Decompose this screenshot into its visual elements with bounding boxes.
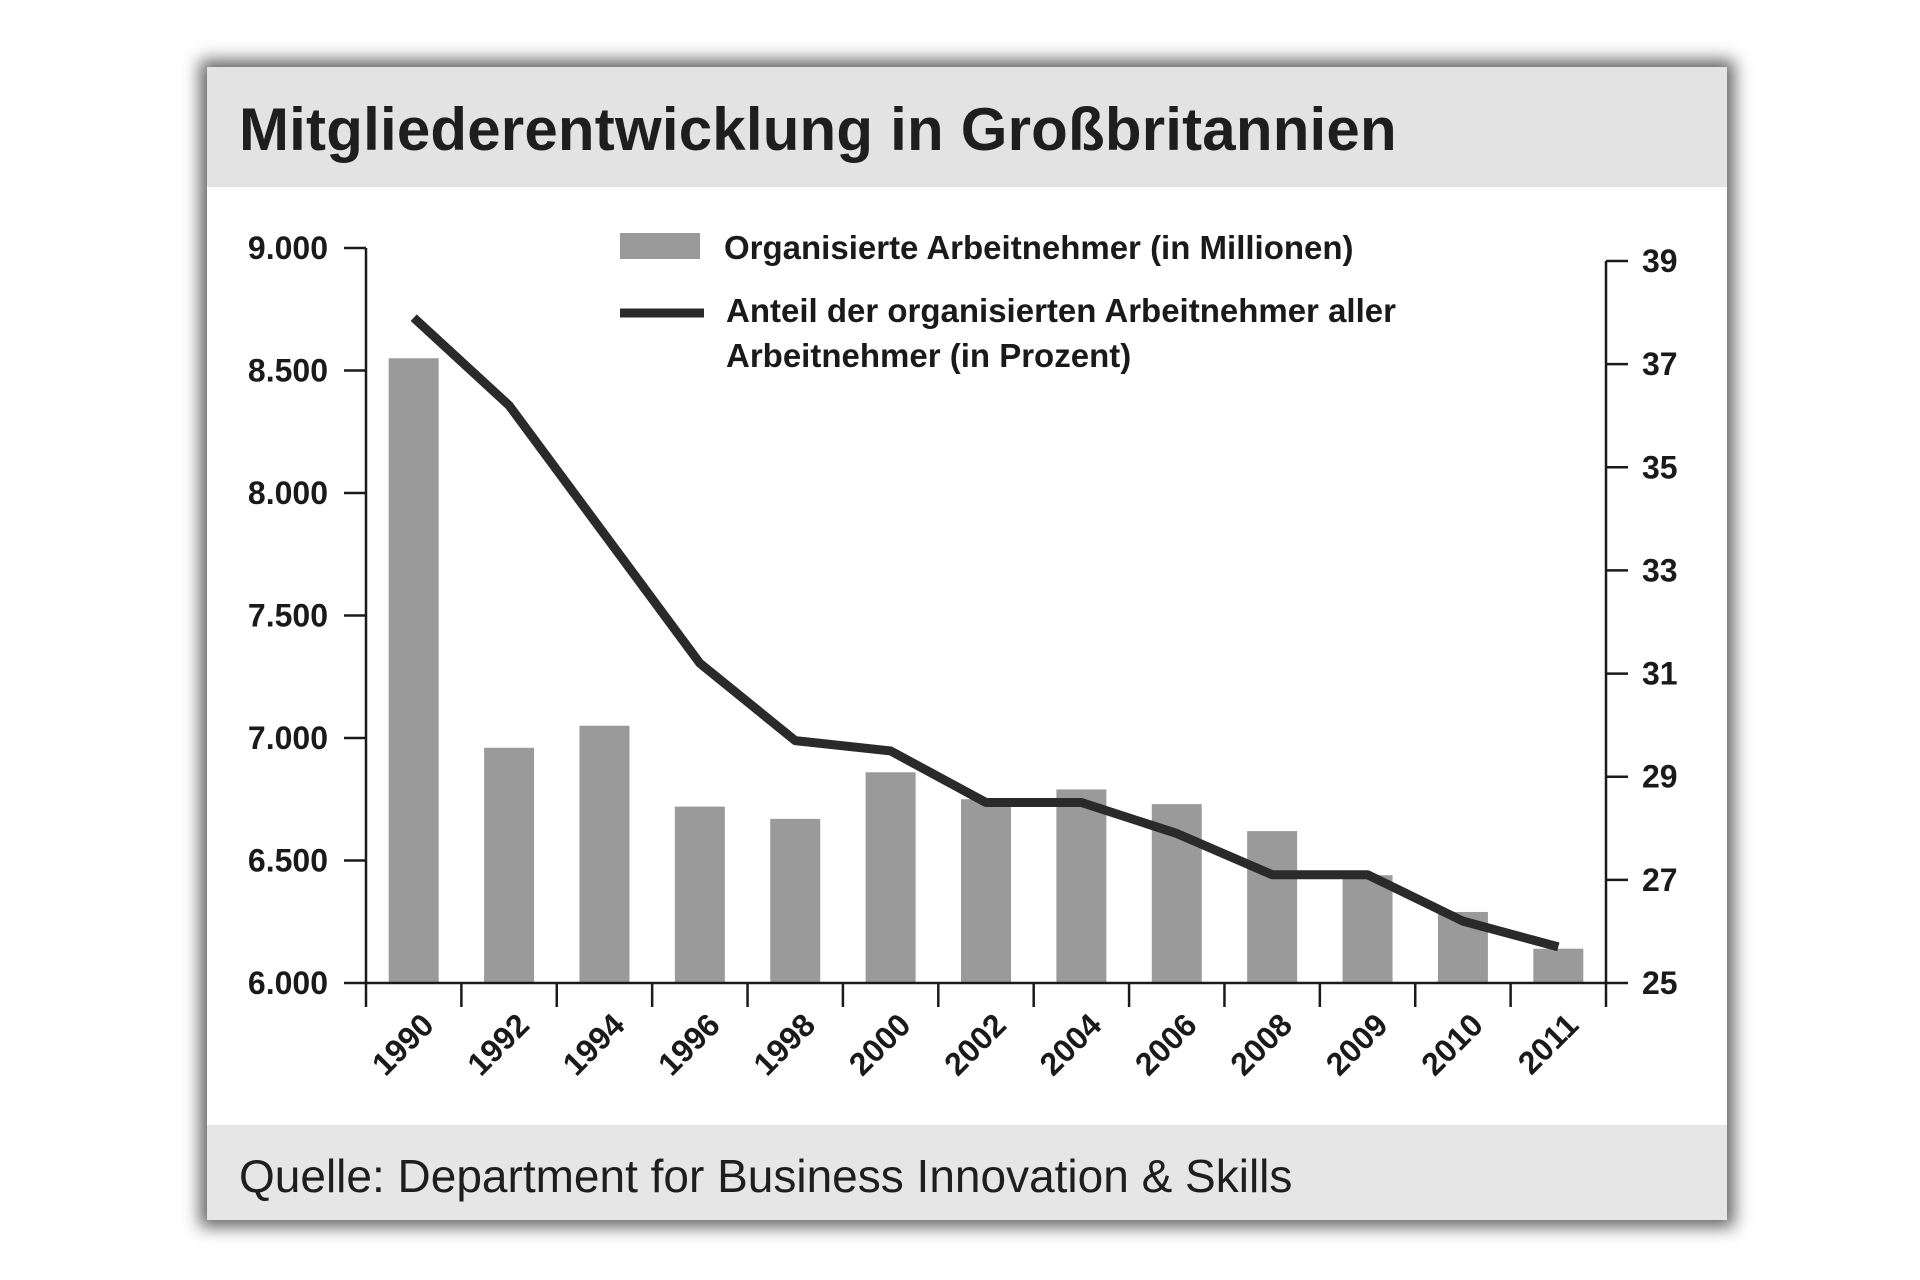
legend: Organisierte Arbeitnehmer (in Millionen)… (620, 229, 1396, 374)
bar-2002 (961, 799, 1011, 983)
left-axis-tick-label: 8.500 (248, 353, 328, 389)
x-tick-label-2006: 2006 (1128, 1006, 1204, 1082)
legend-bar-swatch (620, 233, 700, 259)
x-tick-label-2004: 2004 (1033, 1006, 1109, 1082)
chart-title: Mitgliederentwicklung in Großbritannien (239, 96, 1397, 163)
bar-1992 (484, 747, 535, 983)
bar-1990 (388, 358, 439, 983)
left-axis: 9.000 8.500 8.000 7.500 7.000 6.500 6.000 (248, 230, 368, 1007)
bar-2009 (1342, 875, 1393, 983)
bar-series (388, 358, 1584, 983)
bar-2004 (1056, 789, 1107, 983)
chart-card: Mitgliederentwicklung in Großbritannien … (207, 67, 1727, 1220)
x-tick-label-1992: 1992 (460, 1006, 536, 1082)
x-tick-label-2002: 2002 (937, 1006, 1013, 1082)
legend-line-label-2: Arbeitnehmer (in Prozent) (726, 337, 1131, 374)
x-tick-label-1996: 1996 (651, 1006, 727, 1082)
x-tick-label-1990: 1990 (365, 1006, 441, 1082)
right-axis: 39 37 35 33 31 29 27 25 (1604, 243, 1678, 1007)
right-axis-tick-label: 31 (1642, 656, 1678, 692)
source-note: Quelle: Department for Business Innovati… (239, 1150, 1293, 1202)
right-axis-tick-label: 39 (1642, 243, 1678, 279)
x-axis: 1990 1992 1994 1996 1998 2000 2002 2004 2006 2008… (365, 981, 1606, 1082)
bar-1998 (770, 818, 821, 983)
x-tick-label-1994: 1994 (556, 1006, 632, 1082)
x-tick-label-2009: 2009 (1319, 1006, 1395, 1082)
left-axis-tick-label: 9.000 (248, 230, 328, 266)
bar-1994 (579, 725, 630, 983)
right-axis-tick-label: 37 (1642, 346, 1678, 382)
right-axis-tick-label: 29 (1642, 759, 1678, 795)
bar-2008 (1247, 831, 1298, 983)
left-axis-tick-label: 7.500 (248, 598, 328, 634)
line-series (410, 314, 1560, 952)
share-line (410, 314, 1560, 952)
right-axis-tick-label: 33 (1642, 552, 1678, 588)
left-axis-tick-label: 7.000 (248, 720, 328, 756)
x-tick-label-1998: 1998 (746, 1006, 822, 1082)
left-axis-tick-label: 8.000 (248, 475, 328, 511)
x-tick-label-2000: 2000 (842, 1006, 918, 1082)
legend-bar-label: Organisierte Arbeitnehmer (in Millionen) (724, 229, 1354, 266)
x-tick-label-2010: 2010 (1414, 1006, 1490, 1082)
right-axis-tick-label: 27 (1642, 862, 1678, 898)
x-tick-label-2008: 2008 (1223, 1006, 1299, 1082)
left-axis-tick-label: 6.500 (248, 843, 328, 879)
right-axis-tick-label: 35 (1642, 449, 1678, 485)
right-axis-tick-label: 25 (1642, 965, 1678, 1001)
left-axis-tick-label: 6.000 (248, 965, 328, 1001)
bar-2011 (1533, 948, 1584, 983)
bar-2000 (865, 772, 916, 983)
legend-line-label-1: Anteil der organisierten Arbeitnehmer al… (726, 292, 1396, 329)
chart-footer: Quelle: Department for Business Innovati… (207, 1125, 1727, 1220)
x-tick-label-2011: 2011 (1511, 1006, 1586, 1081)
bar-1996 (674, 806, 725, 983)
chart-header: Mitgliederentwicklung in Großbritannien (207, 67, 1727, 187)
